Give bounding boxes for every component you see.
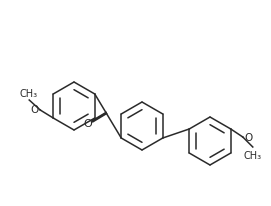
Text: O: O bbox=[30, 104, 38, 115]
Text: O: O bbox=[245, 132, 253, 142]
Text: CH₃: CH₃ bbox=[19, 89, 37, 98]
Text: O: O bbox=[83, 119, 92, 129]
Text: CH₃: CH₃ bbox=[244, 150, 262, 160]
